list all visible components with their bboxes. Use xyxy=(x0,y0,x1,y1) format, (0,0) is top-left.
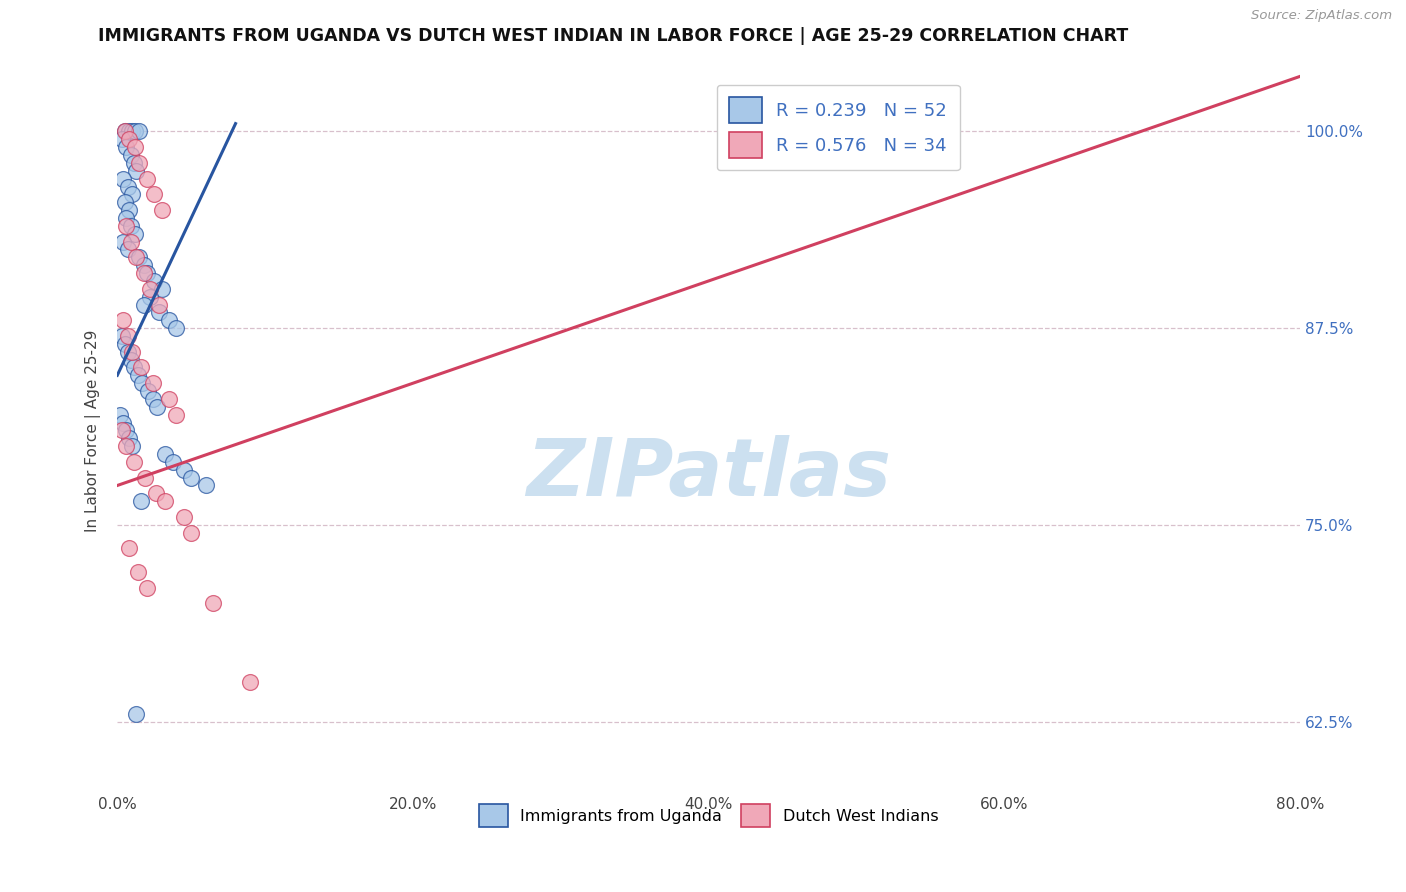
Point xyxy=(120,148,142,162)
Point xyxy=(121,344,143,359)
Text: IMMIGRANTS FROM UGANDA VS DUTCH WEST INDIAN IN LABOR FORCE | AGE 25-29 CORRELATI: IMMIGRANTS FROM UGANDA VS DUTCH WEST IND… xyxy=(98,27,1129,45)
Point xyxy=(180,525,202,540)
Point xyxy=(173,510,195,524)
Point xyxy=(120,235,142,249)
Point xyxy=(114,124,136,138)
Point xyxy=(121,439,143,453)
Point xyxy=(143,274,166,288)
Point xyxy=(125,706,148,721)
Point xyxy=(180,470,202,484)
Point xyxy=(115,211,138,225)
Point xyxy=(165,408,187,422)
Point xyxy=(135,171,157,186)
Point xyxy=(115,219,138,233)
Point xyxy=(120,352,142,367)
Point xyxy=(148,297,170,311)
Point xyxy=(122,360,145,375)
Point xyxy=(173,463,195,477)
Point xyxy=(118,132,141,146)
Point xyxy=(112,171,135,186)
Point xyxy=(124,227,146,241)
Point xyxy=(132,266,155,280)
Point xyxy=(110,408,132,422)
Point xyxy=(129,360,152,375)
Point xyxy=(131,376,153,391)
Point xyxy=(124,124,146,138)
Point xyxy=(145,486,167,500)
Point xyxy=(125,163,148,178)
Point xyxy=(124,140,146,154)
Point xyxy=(117,179,139,194)
Point xyxy=(115,424,138,438)
Point xyxy=(115,140,138,154)
Point xyxy=(112,235,135,249)
Point xyxy=(121,124,143,138)
Point xyxy=(139,290,162,304)
Y-axis label: In Labor Force | Age 25-29: In Labor Force | Age 25-29 xyxy=(86,329,101,532)
Point xyxy=(162,455,184,469)
Point xyxy=(165,321,187,335)
Point xyxy=(114,124,136,138)
Point xyxy=(142,392,165,406)
Point xyxy=(127,368,149,383)
Point xyxy=(112,416,135,430)
Point xyxy=(148,305,170,319)
Point xyxy=(153,494,176,508)
Point xyxy=(150,282,173,296)
Point xyxy=(117,344,139,359)
Point xyxy=(135,581,157,595)
Point xyxy=(194,478,217,492)
Point xyxy=(115,439,138,453)
Point xyxy=(146,400,169,414)
Point xyxy=(136,384,159,398)
Point xyxy=(157,313,180,327)
Point xyxy=(845,124,868,138)
Point xyxy=(132,258,155,272)
Point xyxy=(202,597,225,611)
Point xyxy=(117,329,139,343)
Point xyxy=(153,447,176,461)
Point xyxy=(111,329,134,343)
Point xyxy=(157,392,180,406)
Point xyxy=(129,494,152,508)
Point xyxy=(122,455,145,469)
Point xyxy=(122,156,145,170)
Text: Source: ZipAtlas.com: Source: ZipAtlas.com xyxy=(1251,9,1392,22)
Point xyxy=(111,424,134,438)
Point xyxy=(239,675,262,690)
Point xyxy=(128,156,150,170)
Point xyxy=(128,124,150,138)
Point xyxy=(111,132,134,146)
Point xyxy=(117,243,139,257)
Point xyxy=(132,297,155,311)
Point xyxy=(125,250,148,264)
Legend: Immigrants from Uganda, Dutch West Indians: Immigrants from Uganda, Dutch West India… xyxy=(471,797,946,835)
Point xyxy=(114,195,136,210)
Point xyxy=(112,313,135,327)
Point xyxy=(142,376,165,391)
Point xyxy=(135,266,157,280)
Point xyxy=(150,203,173,218)
Point xyxy=(118,431,141,445)
Point xyxy=(139,282,162,296)
Point xyxy=(118,541,141,556)
Point xyxy=(114,337,136,351)
Point xyxy=(118,203,141,218)
Text: ZIPatlas: ZIPatlas xyxy=(526,434,891,513)
Point xyxy=(118,124,141,138)
Point xyxy=(120,219,142,233)
Point xyxy=(121,187,143,202)
Point xyxy=(143,187,166,202)
Point xyxy=(128,250,150,264)
Point xyxy=(134,470,156,484)
Point xyxy=(127,565,149,579)
